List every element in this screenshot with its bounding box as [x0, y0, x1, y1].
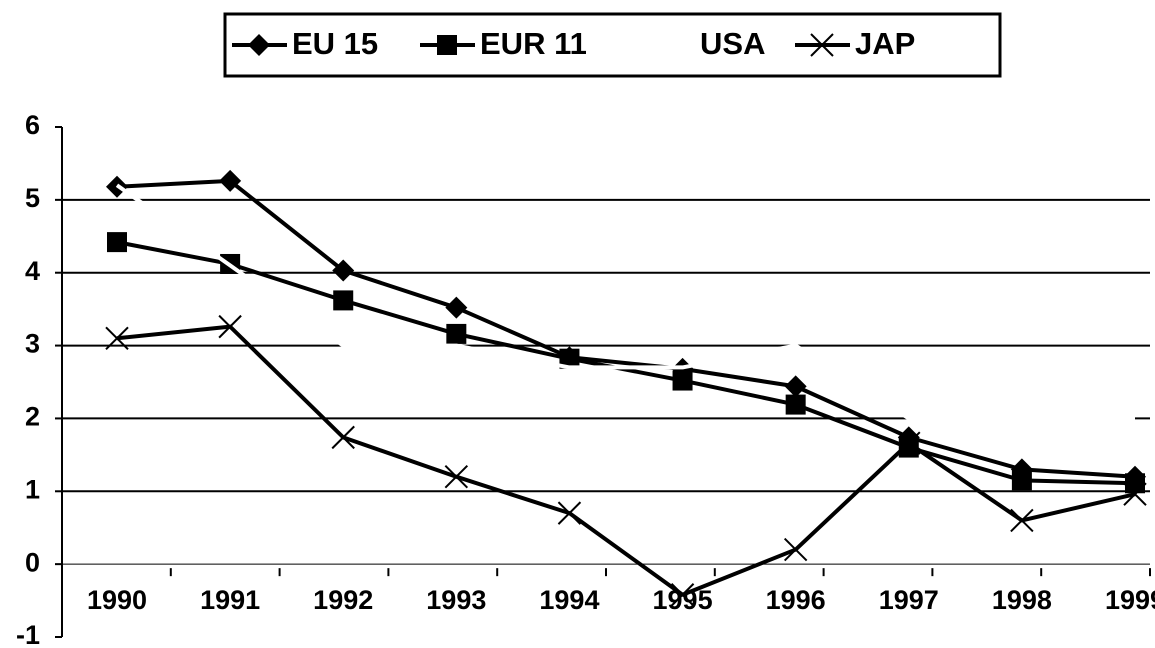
y-tick-label: 5 [25, 183, 40, 213]
point-marker [331, 425, 355, 450]
x-tick-label: 1992 [313, 585, 373, 615]
point-marker [898, 437, 919, 458]
x-tick-label: 1994 [539, 585, 599, 615]
legend-label: EUR 11 [480, 26, 587, 61]
x-tick-label: 1995 [653, 585, 713, 615]
point-marker [248, 34, 270, 56]
x-tick-label: 1996 [766, 585, 826, 615]
point-marker [332, 259, 355, 282]
point-marker [897, 431, 921, 455]
point-marker [446, 323, 467, 344]
x-tick-label: 1998 [992, 585, 1052, 615]
plot-area [105, 169, 1147, 607]
point-marker [557, 501, 582, 525]
y-tick-label: 3 [25, 329, 40, 359]
point-marker [670, 583, 695, 607]
series-line [116, 178, 1136, 479]
legend-label: JAP [855, 26, 915, 61]
x-tick-label: 1993 [426, 585, 486, 615]
point-marker [784, 375, 807, 398]
y-tick-label: 2 [25, 402, 40, 432]
series-line [116, 240, 1136, 486]
x-tick-label: 1990 [87, 585, 147, 615]
legend-box [223, 12, 1002, 78]
point-marker [1011, 470, 1032, 491]
x-tick-label: 1991 [200, 585, 260, 615]
y-tick-label: 0 [25, 547, 40, 577]
point-marker [105, 326, 129, 350]
y-tick-label: -1 [16, 620, 40, 648]
point-marker [785, 394, 806, 415]
point-marker [1125, 473, 1145, 494]
grid [62, 198, 1150, 493]
point-marker [1123, 482, 1147, 506]
point-marker [437, 35, 457, 55]
legend-label: USA [700, 26, 765, 61]
point-marker [445, 296, 468, 319]
point-marker [672, 370, 693, 391]
point-marker [444, 465, 469, 489]
series-line [115, 183, 1135, 421]
y-tick-label: 4 [25, 256, 40, 286]
point-marker [107, 232, 127, 253]
axes: -1 0 1 2 3 4 5 6 1990 1991 1992 1993 1994 1995 1996 199… [16, 110, 1155, 648]
y-tick-label: 6 [25, 110, 40, 140]
series-line [116, 324, 1136, 597]
y-tick-label: 1 [25, 474, 40, 504]
x-tick-label: 1999 [1105, 585, 1155, 615]
legend-label: EU 15 [292, 26, 378, 61]
point-marker [218, 314, 242, 339]
point-marker [333, 290, 354, 311]
point-marker [1010, 508, 1034, 533]
point-marker [559, 348, 580, 369]
point-marker [810, 33, 834, 57]
x-tick-label: 1997 [879, 585, 939, 615]
point-marker [783, 537, 808, 562]
legend: EU 15 EUR 11 USA JAP [232, 26, 915, 61]
point-marker [219, 169, 242, 192]
